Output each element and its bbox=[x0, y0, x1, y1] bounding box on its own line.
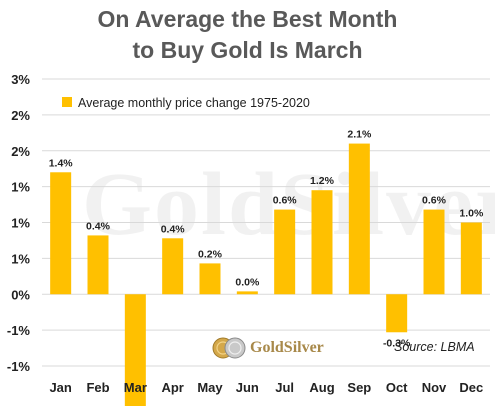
bar bbox=[386, 294, 408, 333]
x-tick-label: Sep bbox=[347, 380, 371, 395]
x-tick-label: Jul bbox=[275, 380, 294, 395]
data-label: 1.0% bbox=[459, 208, 484, 220]
y-tick-label: -1% bbox=[7, 323, 31, 338]
y-axis: 3% 2% 2% 1% 1% 1% 0% -1% -1% bbox=[7, 72, 31, 374]
x-tick-label: Oct bbox=[386, 380, 408, 395]
title-line-1: On Average the Best Month bbox=[97, 6, 398, 32]
data-label: 2.1% bbox=[347, 129, 372, 141]
y-tick-label: 2% bbox=[11, 144, 30, 159]
y-tick-label: 1% bbox=[11, 180, 30, 195]
y-tick-label: 1% bbox=[11, 251, 30, 266]
coins-icon bbox=[212, 337, 246, 359]
x-tick-label: Apr bbox=[161, 380, 183, 395]
bar bbox=[311, 190, 333, 295]
bar bbox=[348, 143, 370, 295]
x-axis: Jan Feb Mar Apr May Jun Jul Aug Sep Oct Nov Dec bbox=[49, 380, 483, 395]
gridlines bbox=[42, 78, 490, 367]
x-tick-label: Mar bbox=[124, 380, 147, 395]
data-label: 0.4% bbox=[86, 220, 111, 232]
goldsilver-logo: GoldSilver bbox=[212, 334, 324, 362]
y-tick-label: 0% bbox=[11, 287, 30, 302]
x-tick-label: Jan bbox=[49, 380, 71, 395]
x-tick-label: Jun bbox=[236, 380, 259, 395]
bar bbox=[87, 235, 109, 295]
bar bbox=[162, 238, 184, 295]
bar bbox=[124, 294, 146, 411]
legend-swatch bbox=[62, 97, 72, 107]
x-tick-label: Nov bbox=[422, 380, 447, 395]
data-label: 0.6% bbox=[273, 195, 298, 207]
source-note: Source: LBMA bbox=[394, 340, 475, 354]
bar bbox=[236, 291, 258, 295]
data-labels: 1.4%0.4%-0.8%0.4%0.2%0.0%0.6%1.2%2.1%-0.… bbox=[49, 129, 484, 350]
bar bbox=[50, 172, 72, 295]
data-label: 1.2% bbox=[310, 175, 335, 187]
bar bbox=[274, 209, 296, 295]
title-line-2: to Buy Gold Is March bbox=[132, 37, 363, 63]
y-tick-label: -1% bbox=[7, 359, 31, 374]
bar bbox=[460, 222, 482, 295]
data-label: -0.3% bbox=[383, 337, 411, 349]
bars bbox=[50, 143, 482, 411]
bar bbox=[199, 263, 221, 295]
data-label: 0.4% bbox=[161, 223, 186, 235]
bar bbox=[423, 209, 445, 295]
x-tick-label: Feb bbox=[86, 380, 109, 395]
data-label: 0.0% bbox=[235, 276, 260, 288]
y-tick-label: 3% bbox=[11, 72, 30, 87]
data-label: 1.4% bbox=[49, 157, 74, 169]
logo-text: GoldSilver bbox=[250, 339, 324, 356]
y-tick-label: 1% bbox=[11, 216, 30, 231]
data-label: 0.2% bbox=[198, 248, 223, 260]
legend-label: Average monthly price change 1975-2020 bbox=[78, 96, 310, 110]
x-tick-label: Aug bbox=[309, 380, 334, 395]
x-tick-label: Dec bbox=[459, 380, 483, 395]
legend: Average monthly price change 1975-2020 bbox=[62, 96, 310, 110]
chart-title: On Average the Best Month to Buy Gold Is… bbox=[0, 4, 495, 66]
y-tick-label: 2% bbox=[11, 108, 30, 123]
data-label: 0.6% bbox=[422, 195, 447, 207]
x-tick-label: May bbox=[197, 380, 223, 395]
